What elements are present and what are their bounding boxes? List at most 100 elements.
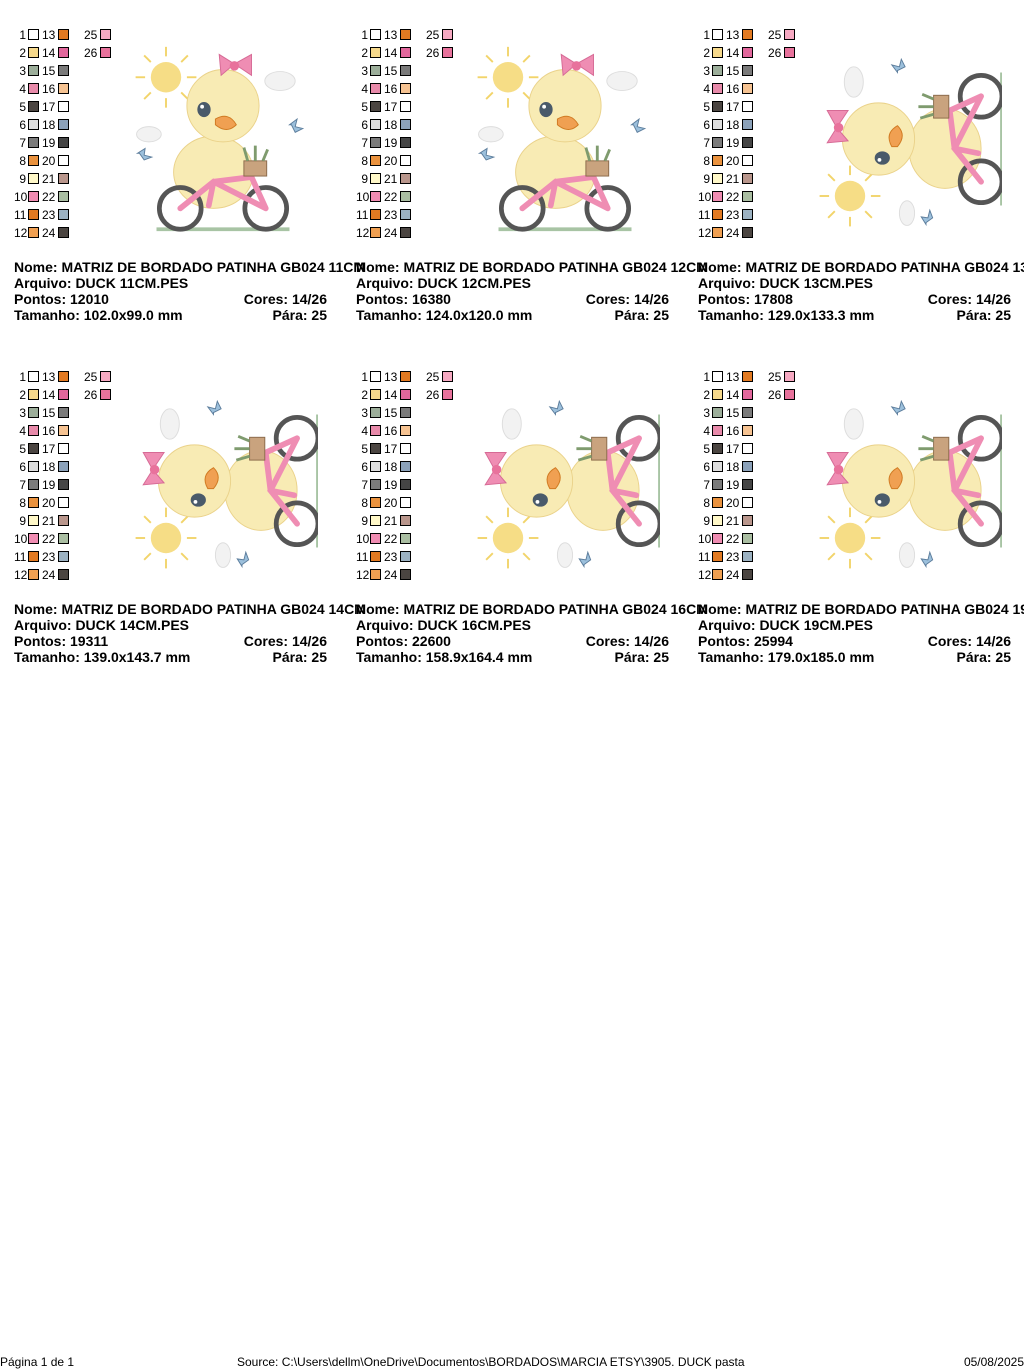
color-number: 12 — [698, 568, 712, 582]
embroidery-preview — [470, 34, 660, 244]
color-swatch — [370, 371, 381, 382]
color-number: 19 — [42, 136, 56, 150]
color-number: 14 — [384, 388, 398, 402]
color-swatch — [742, 47, 753, 58]
color-number: 9 — [703, 172, 710, 186]
color-number: 19 — [384, 136, 398, 150]
color-swatch — [58, 371, 69, 382]
design-stops: Pára: 25 — [272, 307, 327, 323]
design-card: 1 2 3 4 5 6 7 8 9 10 11 12 13 14 15 16 17 18 19 20 21 22 23 24 2… — [356, 26, 708, 356]
color-number: 8 — [19, 496, 26, 510]
design-points: Pontos: 12010 — [14, 291, 109, 307]
color-number: 25 — [426, 28, 440, 42]
color-swatch — [58, 155, 69, 166]
color-number: 20 — [42, 496, 56, 510]
color-number: 16 — [384, 424, 398, 438]
color-number: 6 — [703, 118, 710, 132]
design-points: Pontos: 16380 — [356, 291, 451, 307]
color-swatch — [712, 155, 723, 166]
design-file: Arquivo: DUCK 14CM.PES — [14, 617, 190, 633]
design-card: 1 2 3 4 5 6 7 8 9 10 11 12 13 14 15 16 17 18 19 20 21 22 23 24 2… — [698, 368, 1024, 698]
color-number: 8 — [703, 496, 710, 510]
color-number: 19 — [726, 136, 740, 150]
color-number: 16 — [726, 424, 740, 438]
design-name: Nome: MATRIZ DE BORDADO PATINHA GB024 19… — [698, 601, 1024, 617]
color-swatch — [742, 461, 753, 472]
color-swatch — [58, 533, 69, 544]
color-number: 13 — [42, 370, 56, 384]
design-stops: Pára: 25 — [956, 649, 1011, 665]
color-swatch — [742, 173, 753, 184]
color-swatch — [370, 119, 381, 130]
design-name: Nome: MATRIZ DE BORDADO PATINHA GB024 12… — [356, 259, 708, 275]
color-swatch — [58, 515, 69, 526]
color-number: 22 — [42, 532, 56, 546]
color-number: 24 — [726, 568, 740, 582]
color-swatch — [28, 533, 39, 544]
color-swatch — [28, 155, 39, 166]
embroidery-preview — [128, 376, 318, 586]
design-stops: Pára: 25 — [614, 307, 669, 323]
color-number: 10 — [14, 190, 28, 204]
color-swatch — [58, 389, 69, 400]
color-number: 21 — [384, 172, 398, 186]
color-number: 19 — [384, 478, 398, 492]
color-swatch — [28, 101, 39, 112]
footer-date: 05/08/2025 — [963, 1355, 1024, 1369]
color-swatch — [400, 191, 411, 202]
color-number: 22 — [384, 532, 398, 546]
color-swatch — [742, 569, 753, 580]
design-name: Nome: MATRIZ DE BORDADO PATINHA GB024 16… — [356, 601, 708, 617]
embroidery-preview — [812, 34, 1002, 244]
color-number: 11 — [14, 208, 27, 222]
color-swatch — [400, 407, 411, 418]
color-number: 7 — [19, 478, 26, 492]
color-swatch — [712, 227, 723, 238]
color-number: 17 — [726, 100, 740, 114]
color-swatch — [28, 227, 39, 238]
color-swatch — [712, 47, 723, 58]
design-colors: Cores: 14/26 — [243, 291, 327, 307]
color-swatch — [712, 29, 723, 40]
color-number: 11 — [356, 208, 369, 222]
color-swatch — [28, 389, 39, 400]
color-swatch — [712, 83, 723, 94]
color-swatch — [742, 227, 753, 238]
color-number: 4 — [361, 424, 368, 438]
color-swatch — [28, 173, 39, 184]
color-swatch — [58, 119, 69, 130]
color-number: 20 — [384, 496, 398, 510]
color-number: 1 — [703, 370, 710, 384]
design-name: Nome: MATRIZ DE BORDADO PATINHA GB024 14… — [14, 601, 366, 617]
color-number: 21 — [726, 172, 740, 186]
color-swatch — [712, 137, 723, 148]
color-number: 21 — [384, 514, 398, 528]
color-swatch — [742, 101, 753, 112]
duck-design — [478, 47, 645, 229]
color-number: 14 — [42, 46, 56, 60]
color-number: 17 — [42, 442, 56, 456]
design-file: Arquivo: DUCK 16CM.PES — [356, 617, 532, 633]
color-number: 12 — [356, 568, 370, 582]
color-swatch — [742, 479, 753, 490]
color-number: 17 — [42, 100, 56, 114]
design-points: Pontos: 17808 — [698, 291, 793, 307]
color-swatch — [712, 371, 723, 382]
color-number: 9 — [703, 514, 710, 528]
color-number: 24 — [384, 568, 398, 582]
color-number: 23 — [384, 208, 398, 222]
color-swatch — [28, 47, 39, 58]
color-number: 22 — [42, 190, 56, 204]
color-number: 14 — [726, 388, 740, 402]
color-swatch — [742, 533, 753, 544]
color-number: 20 — [726, 496, 740, 510]
color-swatch — [400, 209, 411, 220]
design-file: Arquivo: DUCK 12CM.PES — [356, 275, 532, 291]
color-swatch — [58, 497, 69, 508]
color-swatch — [370, 29, 381, 40]
design-colors: Cores: 14/26 — [585, 291, 669, 307]
color-swatch — [28, 209, 39, 220]
color-number: 6 — [19, 118, 26, 132]
color-number: 3 — [703, 64, 710, 78]
